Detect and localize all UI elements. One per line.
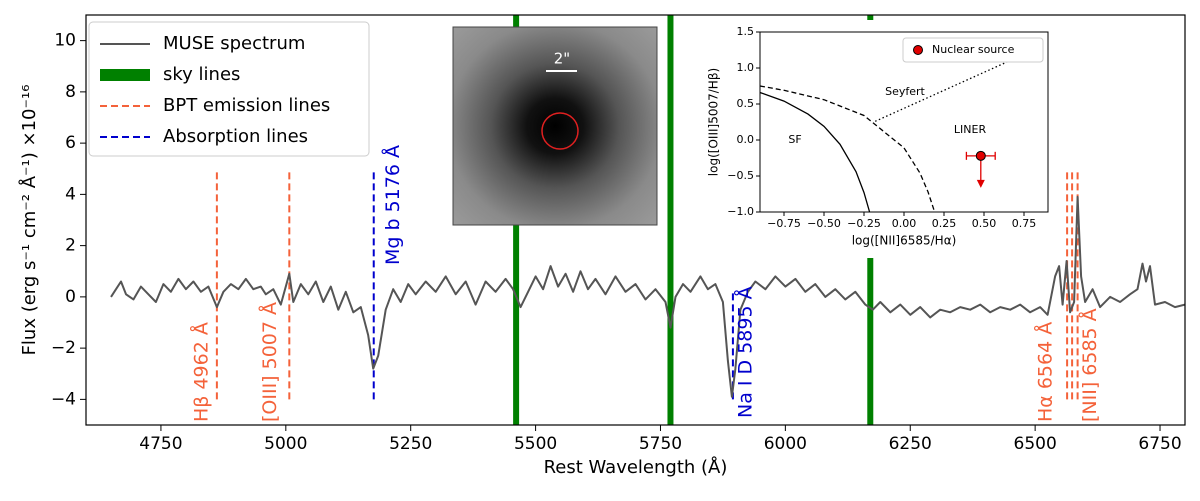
y-tick-label: 10 bbox=[54, 31, 76, 51]
main-plot: Hβ 4962 Å [OIII] 5007 Å Hα 6564 Å [NII] 658… bbox=[18, 14, 1186, 478]
x-tick-label: 0.25 bbox=[932, 217, 957, 230]
region-label: SF bbox=[788, 133, 801, 146]
y-tick-label: 6 bbox=[65, 133, 76, 153]
line-label: Mg b 5176 Å bbox=[381, 145, 404, 265]
line-label: [NII] 6585 Å bbox=[1078, 308, 1101, 422]
y-axis-label: log([OIII]5007/Hβ) bbox=[707, 68, 721, 176]
x-tick-label: 6250 bbox=[889, 434, 932, 454]
inset-image: 2" bbox=[452, 26, 658, 226]
y-tick-label: 2 bbox=[65, 236, 76, 256]
y-tick-label: −0.5 bbox=[727, 169, 754, 182]
x-tick-label: −0.25 bbox=[847, 217, 881, 230]
legend: MUSE spectrum sky lines BPT emission lines… bbox=[88, 21, 370, 157]
line-label: Na I D 5895 Å bbox=[733, 286, 756, 418]
y-tick-label: 0 bbox=[65, 287, 76, 307]
y-tick-label: −2 bbox=[51, 338, 76, 358]
x-axis-label: Rest Wavelength (Å) bbox=[544, 456, 728, 478]
legend-label: Nuclear source bbox=[932, 43, 1015, 56]
x-tick-label: 6500 bbox=[1014, 434, 1057, 454]
line-label: Hα 6564 Å bbox=[1034, 322, 1057, 422]
arrow-head bbox=[976, 179, 985, 188]
demarcation-line bbox=[760, 91, 871, 212]
y-tick-label: 8 bbox=[65, 82, 76, 102]
x-tick-label: 6750 bbox=[1138, 434, 1181, 454]
line-label: [OIII] 5007 Å bbox=[258, 302, 281, 422]
aperture bbox=[541, 112, 579, 150]
region-label: Seyfert bbox=[885, 85, 925, 98]
x-tick-label: −0.75 bbox=[767, 217, 801, 230]
x-tick-label: 4750 bbox=[139, 434, 182, 454]
legend-label: BPT emission lines bbox=[163, 95, 330, 116]
line-label: Hβ 4962 Å bbox=[189, 322, 212, 422]
x-axis-label: log([NII]6585/Hα) bbox=[852, 234, 957, 248]
y-tick-label: 0.5 bbox=[737, 97, 755, 110]
legend-box bbox=[902, 37, 1044, 63]
scale-label: 2" bbox=[554, 50, 570, 68]
x-tick-label: 5000 bbox=[264, 434, 307, 454]
demarcation-line bbox=[874, 45, 1044, 122]
region-label: LINER bbox=[954, 123, 987, 136]
bpt-plot: SF Seyfert LINER Nuclear source −0.75 −0.50 −0… bbox=[700, 20, 1055, 258]
x-tick-label: 5250 bbox=[389, 434, 432, 454]
x-tick-label: 5750 bbox=[639, 434, 682, 454]
y-tick-label: 4 bbox=[65, 184, 76, 204]
legend-label: Absorption lines bbox=[163, 126, 308, 147]
bpt-area bbox=[760, 45, 1044, 212]
data-point bbox=[975, 150, 986, 161]
x-tick-label: 6000 bbox=[764, 434, 807, 454]
y-tick-label: 1.5 bbox=[737, 25, 755, 38]
axes-frame bbox=[85, 14, 1186, 426]
legend-box bbox=[88, 21, 370, 157]
spectrum-line bbox=[110, 195, 1185, 398]
legend-label: sky lines bbox=[163, 64, 240, 85]
x-tick-label: 5500 bbox=[514, 434, 557, 454]
x-tick-label: −0.50 bbox=[807, 217, 841, 230]
y-axis-label: Flux (erg s⁻¹ cm⁻² Å⁻¹) ×10⁻¹⁶ bbox=[18, 85, 40, 356]
x-tick-label: 0.50 bbox=[972, 217, 997, 230]
y-tick-label: 1.0 bbox=[737, 61, 755, 74]
legend-label: MUSE spectrum bbox=[163, 33, 305, 54]
x-tick-label: 0.00 bbox=[892, 217, 917, 230]
x-tick-label: 0.75 bbox=[1012, 217, 1037, 230]
legend-marker bbox=[913, 45, 923, 55]
y-tick-label: 0.0 bbox=[737, 133, 755, 146]
y-tick-label: −4 bbox=[51, 389, 76, 409]
image bbox=[452, 26, 658, 226]
y-tick-label: −1.0 bbox=[727, 205, 754, 218]
